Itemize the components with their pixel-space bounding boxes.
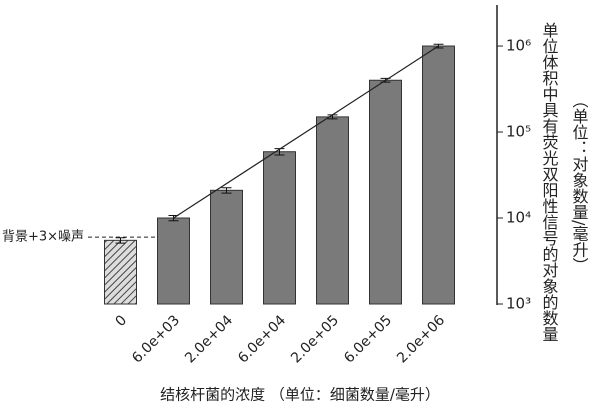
x-tick-label: 0 bbox=[113, 312, 131, 330]
y-tick-label: 10³ bbox=[506, 295, 531, 313]
threshold-label: 背景+3×噪声 bbox=[2, 230, 84, 245]
bar bbox=[316, 116, 349, 305]
x-tick-label: 2.0e+04 bbox=[182, 312, 236, 366]
bar bbox=[157, 217, 190, 305]
x-tick-label: 6.0e+03 bbox=[129, 312, 183, 366]
y-axis-label: 单位体积中具有荧光双阳性信号的对象的数量 bbox=[540, 22, 559, 342]
trend-line bbox=[173, 45, 439, 219]
x-tick-label: 6.0e+05 bbox=[341, 312, 395, 366]
bar bbox=[104, 239, 137, 305]
x-axis-label: 结核杆菌的浓度 （单位：细菌数量/毫升） bbox=[160, 386, 440, 404]
bar bbox=[422, 45, 455, 305]
x-tick-label: 2.0e+06 bbox=[394, 312, 448, 366]
bar bbox=[369, 79, 402, 305]
y-axis-unit: （单位：对象数量/毫升） bbox=[570, 92, 589, 273]
bar bbox=[263, 151, 296, 305]
x-tick-label: 2.0e+05 bbox=[288, 312, 342, 366]
y-tick-label: 10⁴ bbox=[506, 209, 531, 227]
error-bar bbox=[115, 237, 126, 244]
x-tick-label: 6.0e+04 bbox=[235, 312, 289, 366]
bar bbox=[210, 189, 243, 305]
error-bar bbox=[221, 187, 232, 194]
y-tick-label: 10⁵ bbox=[506, 123, 531, 141]
y-tick-label: 10⁶ bbox=[506, 37, 531, 55]
